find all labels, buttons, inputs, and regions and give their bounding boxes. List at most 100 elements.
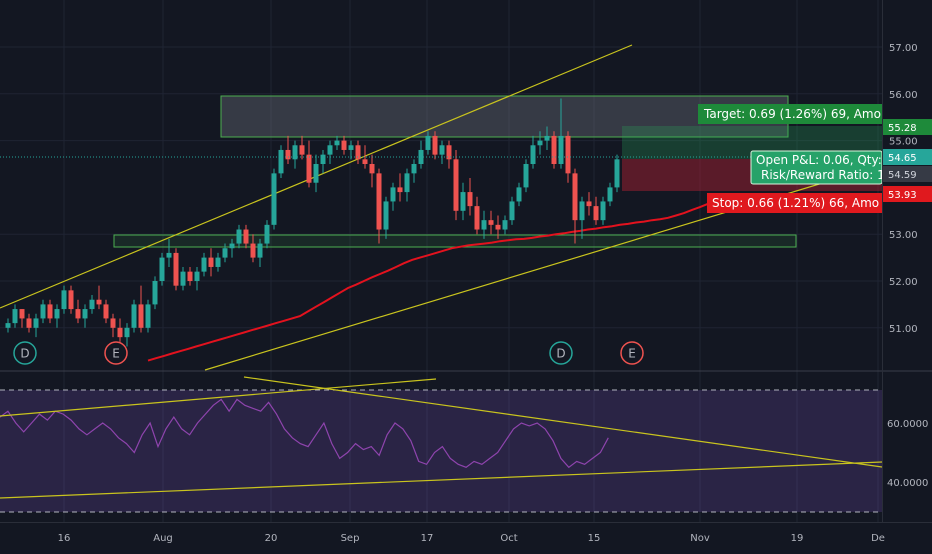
candle: [460, 182, 466, 221]
candle-body: [26, 318, 32, 328]
candle: [334, 135, 340, 150]
candle: [124, 323, 130, 347]
candle: [474, 196, 480, 235]
candle: [299, 135, 305, 160]
time-axis-tick: Nov: [690, 533, 710, 544]
candle: [586, 192, 592, 216]
candle-body: [432, 135, 438, 155]
candle-body: [5, 323, 11, 328]
candle-body: [327, 145, 333, 155]
candle: [278, 145, 284, 179]
rsi-upper-trend-line: [0, 378, 437, 417]
candle: [390, 182, 396, 211]
candle: [614, 154, 620, 193]
candle-body: [68, 290, 74, 310]
candle: [131, 299, 137, 333]
candle: [187, 266, 193, 286]
candle-body: [89, 299, 95, 310]
candle: [516, 182, 522, 207]
candle: [425, 131, 431, 155]
candle: [488, 210, 494, 235]
candle: [446, 140, 452, 169]
candle-body: [250, 243, 256, 258]
candle: [82, 304, 88, 328]
candle-body: [152, 281, 158, 305]
candle-body: [397, 187, 403, 193]
price-axis-tick: 52.00: [889, 277, 918, 288]
candle: [327, 140, 333, 164]
candle: [236, 224, 242, 249]
candle-body: [285, 149, 291, 160]
candle: [180, 266, 186, 291]
candle-body: [257, 243, 263, 258]
rsi-axis-tick: 40.0000: [887, 478, 928, 489]
support-zone: [113, 234, 797, 248]
candle-body: [264, 224, 270, 244]
candle: [285, 135, 291, 164]
time-axis-tick: 16: [58, 533, 71, 544]
entry-price-label-text: 54.59: [888, 170, 917, 181]
candle: [75, 299, 81, 324]
candle: [152, 276, 158, 310]
time-axis-tick: De: [871, 533, 885, 544]
candle-body: [271, 173, 277, 225]
event-marker-label: D: [20, 347, 29, 361]
candle-body: [47, 304, 53, 319]
target-price-label-text: 55.28: [888, 123, 917, 134]
candle: [537, 131, 543, 155]
candle-body: [537, 140, 543, 146]
moving-average-line: [147, 199, 725, 362]
candle-body: [516, 187, 522, 202]
candle: [551, 131, 557, 169]
candle: [453, 149, 459, 221]
candle-body: [173, 252, 179, 286]
candle-body: [159, 257, 165, 281]
candle-body: [446, 145, 452, 160]
candle: [243, 224, 249, 249]
candle-body: [600, 201, 606, 221]
candle-body: [530, 145, 536, 164]
candle-body: [383, 201, 389, 230]
candle: [348, 140, 354, 160]
price-axis-tick: 55.00: [889, 137, 918, 148]
candle: [159, 252, 165, 286]
candle: [467, 178, 473, 216]
candle: [215, 252, 221, 272]
candle: [33, 313, 39, 338]
candle: [572, 168, 578, 244]
candle-body: [236, 229, 242, 244]
candle-body: [194, 271, 200, 281]
target-order-label: Target: 0.69 (1.26%) 69, Amo: [698, 104, 882, 124]
candle: [19, 309, 25, 328]
candle: [341, 135, 347, 155]
candle: [61, 285, 67, 314]
candle-body: [243, 229, 249, 244]
candle: [376, 168, 382, 244]
candle-body: [369, 164, 375, 174]
candle-body: [453, 159, 459, 211]
candle-body: [320, 154, 326, 164]
candle: [40, 299, 46, 324]
candle-body: [110, 318, 116, 328]
stop-label-bg: [707, 193, 882, 213]
candle: [544, 126, 550, 150]
candle-body: [40, 304, 46, 319]
candle: [250, 234, 256, 263]
candle: [523, 159, 529, 193]
target-price-label-bg: [883, 119, 932, 135]
candle-body: [355, 145, 361, 160]
target-label-bg: [698, 104, 882, 124]
pnl-label-line1: Open P&L: 0.06, Qty:: [756, 153, 882, 167]
candle-body: [208, 257, 214, 267]
candle-body: [54, 309, 60, 319]
candle: [264, 220, 270, 249]
candle-body: [96, 299, 102, 305]
candle-body: [439, 145, 445, 155]
candle-body: [145, 304, 151, 328]
candle: [145, 299, 151, 333]
candle-body: [292, 145, 298, 160]
candle: [509, 196, 515, 225]
candle: [600, 196, 606, 225]
